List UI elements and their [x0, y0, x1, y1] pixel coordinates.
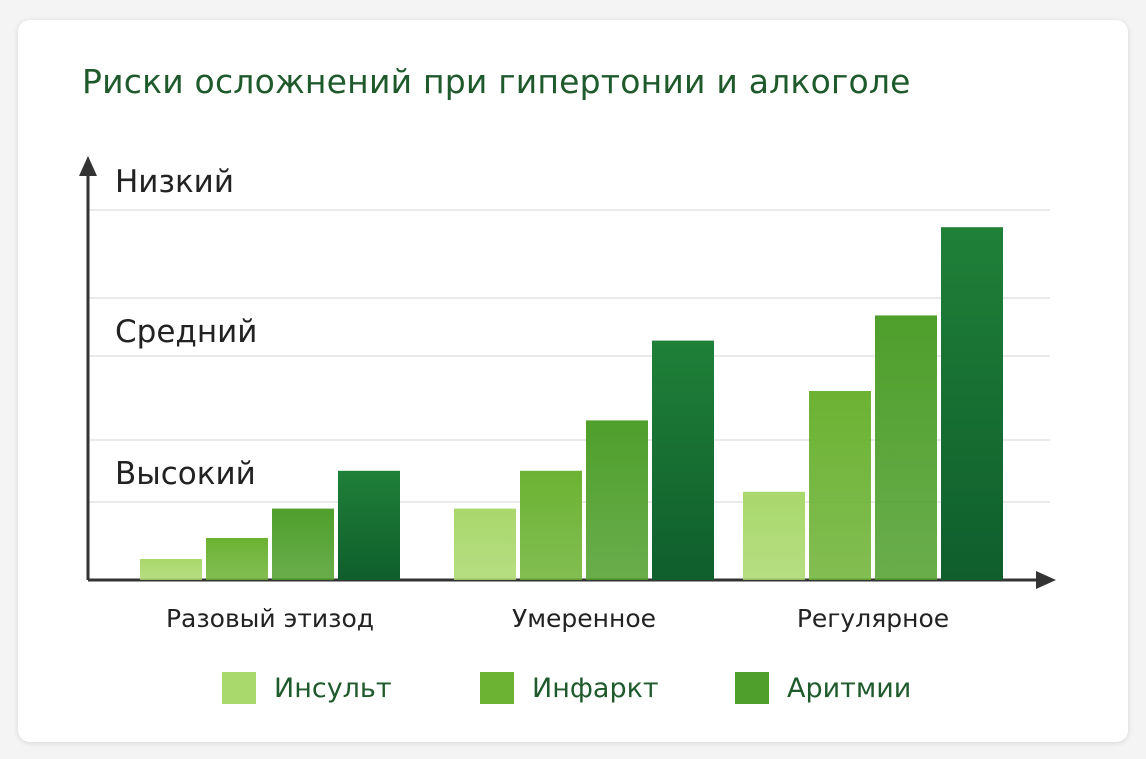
bar	[652, 340, 714, 580]
y-category-label: Высокий	[115, 456, 256, 492]
bar	[454, 508, 516, 580]
x-tick-label: Регулярное	[797, 604, 949, 633]
legend-label: Инсульт	[274, 672, 392, 704]
legend-swatch	[480, 672, 514, 704]
legend-item: Аритмии	[735, 672, 911, 704]
bar	[520, 470, 582, 580]
legend-swatch	[735, 672, 769, 704]
y-category-label: Средний	[115, 314, 257, 350]
bar	[140, 559, 202, 580]
bar	[272, 508, 334, 580]
legend: Инсульт Инфаркт Аритмии	[0, 672, 1146, 712]
x-axis-arrow	[1036, 571, 1056, 589]
bar	[586, 420, 648, 580]
chart-title: Риски осложнений при гипертонии и алкого…	[82, 62, 911, 101]
x-tick-label: Разовый этизод	[166, 604, 374, 633]
y-axis-arrow	[79, 156, 97, 176]
x-tick-label: Умеренное	[512, 604, 656, 633]
bar	[875, 315, 937, 580]
bar	[809, 391, 871, 580]
y-category-label: Низкий	[115, 164, 234, 200]
legend-item: Инфаркт	[480, 672, 659, 704]
legend-label: Аритмии	[787, 672, 912, 704]
bar	[941, 227, 1003, 580]
bar	[338, 470, 400, 580]
bar	[206, 538, 268, 580]
legend-label: Инфаркт	[532, 672, 659, 704]
bar	[743, 491, 805, 580]
legend-swatch	[222, 672, 256, 704]
legend-item: Инсульт	[222, 672, 392, 704]
